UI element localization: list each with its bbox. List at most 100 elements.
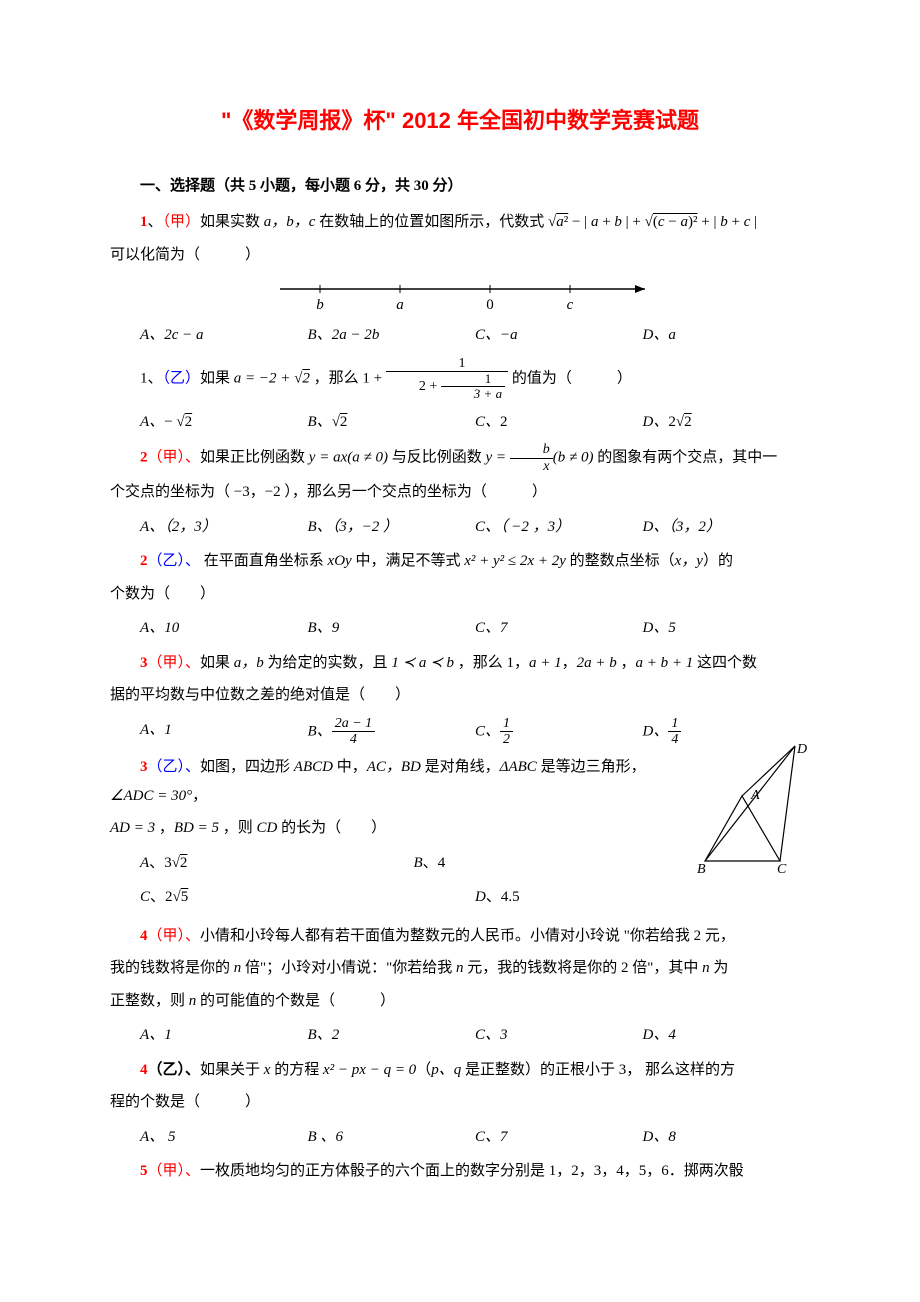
n: 4 — [140, 928, 148, 944]
q5a: 5（甲）、一枚质地均匀的正方体骰子的六个面上的数字分别是 1，2，3，4，5，6… — [110, 1157, 810, 1186]
svg-text:A: A — [750, 788, 760, 803]
q4a-l3: 正整数，则 n 的可能值的个数是（ ） — [110, 987, 810, 1016]
svg-text:a: a — [396, 297, 404, 313]
q3b-opts2: C、2√5 D、4.5 — [140, 883, 810, 912]
t: 为给定的实数，且 — [264, 655, 392, 671]
t: 我的钱数将是你的 — [110, 960, 234, 976]
t: 在平面直角坐标系 — [200, 553, 328, 569]
tag: （甲）、 — [148, 1163, 201, 1179]
q2a: 2（甲）、如果正比例函数 y = ax(a ≠ 0) 与反比例函数 y = bx… — [110, 442, 810, 474]
t: 的可能值的个数是（ ） — [196, 993, 395, 1009]
t: 的整数点坐标（ — [566, 553, 675, 569]
t: 如果正比例函数 — [200, 450, 309, 466]
q3b-opts1: A、3√2 B、4 — [140, 849, 687, 878]
q4b-l2: 程的个数是（ ） — [110, 1088, 810, 1117]
svg-text:C: C — [777, 862, 787, 876]
q2a-opts: A、（2，3） B、（3，−2 ） C、（ −2 ，3） D、（3，2） — [140, 513, 810, 542]
t: 的长为（ ） — [277, 820, 386, 836]
t: 中， — [333, 759, 367, 775]
svg-text:b: b — [316, 297, 324, 313]
t: （ — [416, 1062, 431, 1078]
t: ，那么 — [310, 370, 363, 386]
tag: （甲）、 — [148, 928, 201, 944]
svg-text:B: B — [697, 862, 706, 876]
q1a-opts: A、2c − a B、2a − 2b C、−a D、a — [140, 321, 810, 350]
page-title: "《数学周报》杯" 2012 年全国初中数学竞赛试题 — [110, 100, 810, 142]
tag: （乙）、 — [148, 759, 201, 775]
t: 如果 — [200, 655, 234, 671]
tag: （乙）、 — [148, 1062, 201, 1078]
q1a: 1、（甲）如果实数 a，b，c 在数轴上的位置如图所示，代数式 √a² − | … — [110, 208, 810, 237]
t: ， — [192, 788, 207, 804]
t: 与反比例函数 — [388, 450, 486, 466]
svg-text:c: c — [567, 297, 574, 313]
n: 3 — [140, 759, 148, 775]
q1b-opts: A、− √2 B、√2 C、2 D、2√2 — [140, 408, 810, 437]
t: ，则 — [219, 820, 257, 836]
t: 为 — [710, 960, 729, 976]
t: ABCD — [294, 759, 333, 775]
n: 2 — [140, 553, 148, 569]
q3b-figure: B C A D — [695, 741, 810, 876]
svg-text:0: 0 — [486, 297, 494, 313]
t: 在数轴上的位置如图所示，代数式 — [315, 214, 548, 230]
t: 是等边三角形， — [537, 759, 646, 775]
t: a，b，c — [264, 214, 316, 230]
t: 倍"；小玲对小倩说："你若给我 — [241, 960, 456, 976]
q1b-num: 1 — [140, 370, 148, 386]
t: 这四个数 — [693, 655, 757, 671]
t: 是对角线， — [421, 759, 500, 775]
tag: （甲）、 — [148, 655, 201, 671]
q4b-opts: A、 5 B 、6 C、7 D、8 — [140, 1123, 810, 1152]
n: 5 — [140, 1163, 148, 1179]
q2b-l2: 个数为（ ） — [110, 580, 810, 609]
t: 正整数，则 — [110, 993, 189, 1009]
n: 4 — [140, 1062, 148, 1078]
q1a-l2: 可以化简为（ ） — [110, 241, 810, 270]
t: ，那么 1， — [454, 655, 529, 671]
q3a: 3（甲）、如果 a，b 为给定的实数，且 1 ≺ a ≺ b ，那么 1，a +… — [110, 649, 810, 678]
t: ， — [155, 820, 174, 836]
n: 3 — [140, 655, 148, 671]
t: 如果关于 — [200, 1062, 264, 1078]
t: ）的 — [703, 553, 733, 569]
t: 是正整数）的正根小于 3， 那么这样的方 — [461, 1062, 735, 1078]
t: xOy — [328, 553, 352, 569]
t: n — [702, 960, 710, 976]
q3a-opts: A、1 B、2a − 14 C、12 D、14 — [140, 716, 810, 748]
t: a，b — [234, 655, 264, 671]
t: 如图，四边形 — [200, 759, 294, 775]
t: AC，BD — [367, 759, 421, 775]
q2a-l2: 个交点的坐标为（ −3，−2 ），那么另一个交点的坐标为（ ） — [110, 478, 810, 507]
n: 2 — [140, 450, 148, 466]
q1b-tag: （乙） — [163, 370, 201, 386]
q1a-num: 1 — [140, 214, 148, 230]
t: 的图象有两个交点，其中一 — [594, 450, 778, 466]
q3a-l2: 据的平均数与中位数之差的绝对值是（ ） — [110, 681, 810, 710]
tag: （甲）、 — [148, 450, 201, 466]
q4a-l2: 我的钱数将是你的 n 倍"；小玲对小倩说："你若给我 n 元，我的钱数将是你的 … — [110, 954, 810, 983]
t: 如果实数 — [200, 214, 264, 230]
t: 小倩和小玲每人都有若干面值为整数元的人民币。小倩对小玲说 "你若给我 2 元， — [200, 928, 735, 944]
t: 的方程 — [270, 1062, 323, 1078]
t: n — [456, 960, 464, 976]
t: x，y — [675, 553, 703, 569]
t: 如果 — [200, 370, 234, 386]
q1a-tag: （甲） — [163, 214, 201, 230]
t: 中，满足不等式 — [352, 553, 465, 569]
q4b: 4（乙）、如果关于 x 的方程 x² − px − q = 0（p、q 是正整数… — [110, 1056, 810, 1085]
q4a-opts: A、1 B、2 C、3 D、4 — [140, 1021, 810, 1050]
q4a: 4（甲）、小倩和小玲每人都有若干面值为整数元的人民币。小倩对小玲说 "你若给我 … — [110, 922, 810, 951]
t: 一枚质地均匀的正方体骰子的六个面上的数字分别是 1，2，3，4，5，6．掷两次骰 — [200, 1163, 744, 1179]
numberline: b a 0 c — [250, 279, 670, 315]
q2b: 2（乙）、 在平面直角坐标系 xOy 中，满足不等式 x² + y² ≤ 2x … — [110, 547, 810, 576]
section-header: 一、选择题（共 5 小题，每小题 6 分，共 30 分） — [110, 172, 810, 201]
q1b: 1、（乙）如果 a = −2 + √2 ，那么 1 + 12 + 13 + a … — [110, 356, 810, 402]
t: 元，我的钱数将是你的 2 倍"，其中 — [464, 960, 703, 976]
q2b-opts: A、10 B、9 C、7 D、5 — [140, 614, 810, 643]
tag: （乙）、 — [148, 553, 201, 569]
t: ， — [562, 655, 577, 671]
t: ， — [617, 655, 636, 671]
t: 的值为（ ） — [512, 370, 632, 386]
t: p、q — [431, 1062, 461, 1078]
